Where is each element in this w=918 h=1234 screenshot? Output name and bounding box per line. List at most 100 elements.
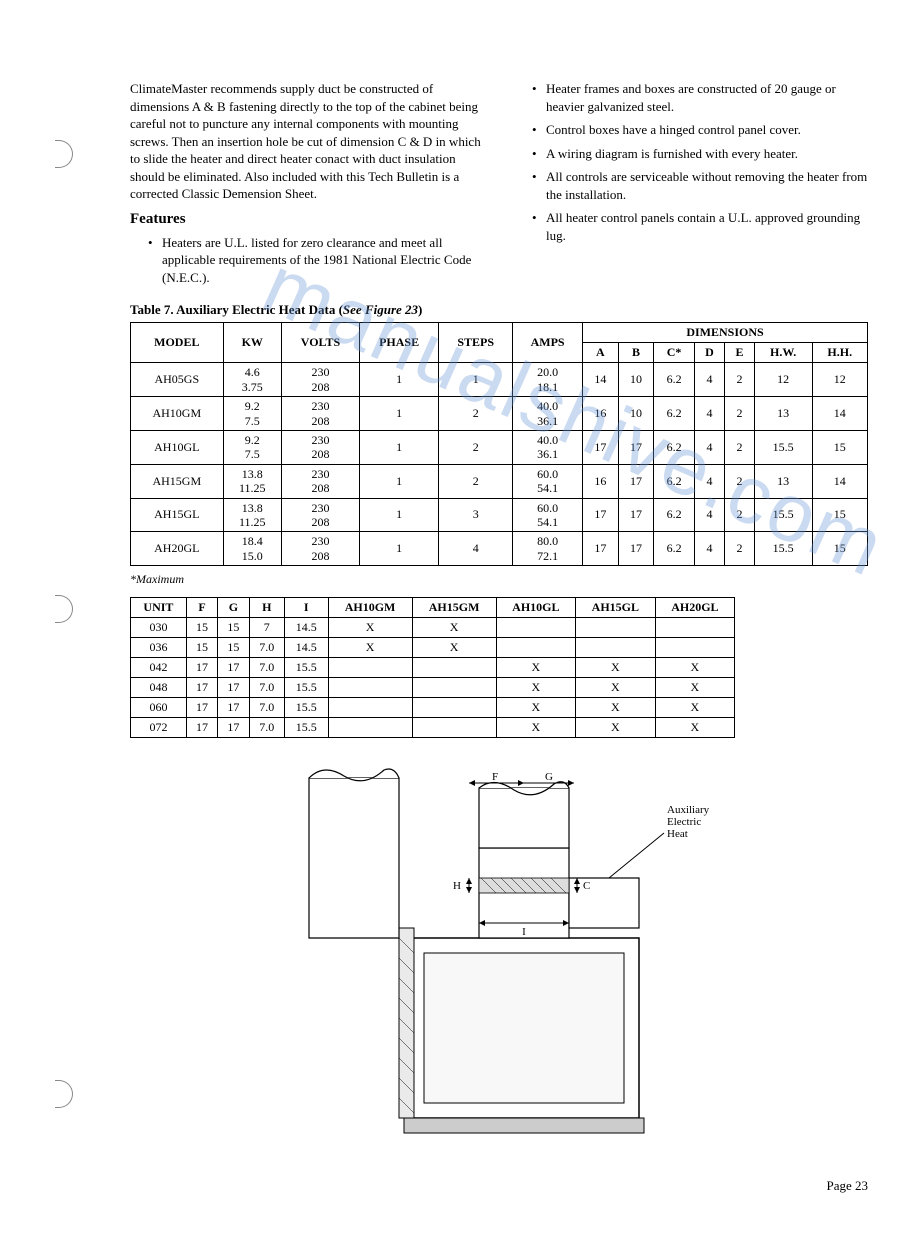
table-cell: 15 [186,638,217,658]
features-heading: Features [130,211,484,228]
col-h: H [249,598,284,618]
col-i: I [284,598,328,618]
col-unit: UNIT [131,598,187,618]
table-cell: 15 [218,638,249,658]
table-cell [328,718,412,738]
table-cell: 17 [618,431,654,465]
table-cell: 036 [131,638,187,658]
table-row: AH15GL13.811.252302081360.054.117176.242… [131,498,868,532]
table-cell: X [576,718,655,738]
right-column: Heater frames and boxes are constructed … [514,80,868,292]
table-row: 06017177.015.5XXX [131,698,735,718]
table-cell: 030 [131,618,187,638]
table-cell: X [496,698,575,718]
table1-electric-heat-data: MODEL KW VOLTS PHASE STEPS AMPS DIMENSIO… [130,322,868,566]
table-cell: X [655,718,735,738]
table-cell: 2 [725,532,755,566]
table-cell [412,698,496,718]
col-ah15gl: AH15GL [576,598,655,618]
table-cell: 9.27.5 [223,431,281,465]
table-cell: X [328,618,412,638]
feature-item: All heater control panels contain a U.L.… [532,209,868,244]
table-row: 07217177.015.5XXX [131,718,735,738]
table-cell: 20.018.1 [513,363,583,397]
table-cell: 15 [812,431,867,465]
table-cell: 13 [754,397,812,431]
page-number: Page 23 [130,1178,868,1194]
table-cell: 4.63.75 [223,363,281,397]
table-cell: 60.054.1 [513,464,583,498]
table-cell: X [576,658,655,678]
diagram-label-line1: Auxiliary [667,804,710,816]
table-cell: AH15GM [131,464,224,498]
table-row: 0301515714.5XX [131,618,735,638]
table-cell: 1 [360,397,439,431]
table-cell: AH15GL [131,498,224,532]
table-cell: 4 [694,498,725,532]
table1-title-ref: See Figure 23 [343,302,418,317]
table-cell [328,698,412,718]
table2-unit-data: UNIT F G H I AH10GM AH15GM AH10GL AH15GL… [130,597,735,738]
table-cell: 12 [812,363,867,397]
table1-title-prefix: Table 7. Auxiliary Electric Heat Data ( [130,302,343,317]
table-cell: 230208 [281,363,359,397]
right-bullets: Heater frames and boxes are constructed … [514,80,868,244]
table-cell: 15.5 [284,678,328,698]
table-cell: 16 [583,397,619,431]
table-cell: 17 [218,658,249,678]
table-cell: X [412,618,496,638]
table-cell: 042 [131,658,187,678]
table-cell: 17 [186,678,217,698]
table-cell: 9.27.5 [223,397,281,431]
table-cell: 18.415.0 [223,532,281,566]
table-row: 04217177.015.5XXX [131,658,735,678]
table-cell: 15 [186,618,217,638]
table-cell: 15.5 [754,532,812,566]
table-cell [576,618,655,638]
table-cell: AH10GM [131,397,224,431]
left-column: ClimateMaster recommends supply duct be … [130,80,484,292]
table-cell: 17 [186,698,217,718]
col-model: MODEL [131,323,224,363]
table-cell: 1 [360,363,439,397]
table-cell: 230208 [281,431,359,465]
col-hh: H.H. [812,343,867,363]
table-cell: 2 [439,464,513,498]
table-cell [412,678,496,698]
feature-item: All controls are serviceable without rem… [532,168,868,203]
dim-h: H [453,880,461,892]
table-cell: 6.2 [654,532,694,566]
table-cell: 4 [694,397,725,431]
table-cell: 60.054.1 [513,498,583,532]
dim-i: I [522,926,526,938]
table-cell: 6.2 [654,397,694,431]
table-cell: 048 [131,678,187,698]
dim-c: C [583,880,590,892]
dim-f: F [492,771,498,783]
table-cell: 6.2 [654,431,694,465]
table-row: AH10GL9.27.52302081240.036.117176.24215.… [131,431,868,465]
table-cell: 12 [754,363,812,397]
table-cell: 10 [618,397,654,431]
table-cell: 2 [725,498,755,532]
table-cell: 15 [812,532,867,566]
table-cell: 10 [618,363,654,397]
table-cell: 1 [360,431,439,465]
binding-hole-mark [55,1080,73,1108]
table-cell: 6.2 [654,498,694,532]
table-cell [496,618,575,638]
table-cell: 40.036.1 [513,431,583,465]
table-cell [496,638,575,658]
table-cell: 17 [218,718,249,738]
table-cell: 4 [694,532,725,566]
table-cell: 17 [186,718,217,738]
table1-title-suffix: ) [418,302,422,317]
table-cell: X [655,678,735,698]
table-cell: 7.0 [249,718,284,738]
table-cell: X [412,638,496,658]
table-cell: 17 [618,498,654,532]
table-cell: 7.0 [249,678,284,698]
col-phase: PHASE [360,323,439,363]
col-kw: KW [223,323,281,363]
table-cell: 230208 [281,397,359,431]
